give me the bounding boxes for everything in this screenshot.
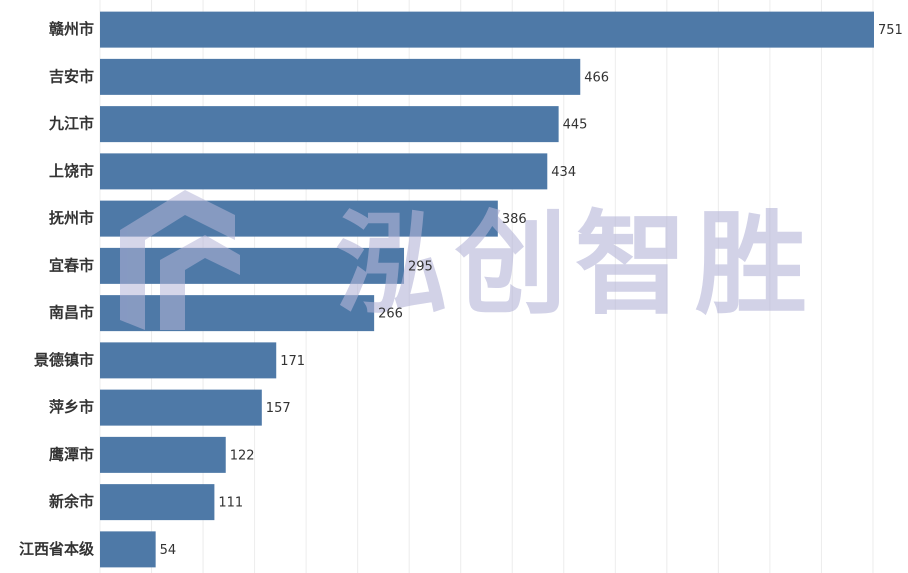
value-label: 266 bbox=[378, 307, 403, 322]
watermark: 泓创智胜 bbox=[335, 200, 815, 330]
category-label: 江西省本级 bbox=[19, 540, 95, 558]
category-label: 新余市 bbox=[49, 493, 94, 511]
value-label: 157 bbox=[266, 401, 291, 416]
value-label: 111 bbox=[218, 496, 243, 511]
category-label: 萍乡市 bbox=[49, 398, 94, 416]
value-label: 171 bbox=[280, 354, 305, 369]
category-label: 南昌市 bbox=[49, 304, 94, 322]
value-label: 122 bbox=[230, 448, 255, 463]
category-label: 宜春市 bbox=[49, 256, 94, 274]
bar bbox=[100, 531, 156, 568]
category-label: 九江市 bbox=[48, 115, 94, 133]
bar bbox=[100, 247, 405, 284]
category-label: 抚州市 bbox=[49, 209, 94, 227]
bar bbox=[100, 11, 874, 48]
bar bbox=[100, 342, 277, 379]
bar bbox=[100, 58, 581, 95]
category-label: 鹰潭市 bbox=[49, 445, 94, 463]
value-label: 434 bbox=[551, 165, 576, 180]
bar bbox=[100, 389, 262, 426]
watermark-logo bbox=[120, 190, 240, 330]
grid bbox=[99, 0, 874, 573]
bar bbox=[100, 436, 226, 473]
bar bbox=[100, 295, 375, 332]
labels: 赣州市 751 吉安市 466 九江市 445 上饶市 434 抚州市 386 宜春市 295 南昌市 2… bbox=[19, 20, 903, 558]
bar bbox=[100, 153, 548, 190]
bar bbox=[100, 484, 215, 521]
bar bbox=[100, 106, 559, 143]
value-label: 466 bbox=[584, 70, 609, 85]
value-label: 54 bbox=[160, 543, 177, 558]
category-label: 景德镇市 bbox=[34, 351, 94, 369]
value-label: 751 bbox=[878, 23, 903, 38]
category-label: 赣州市 bbox=[49, 20, 94, 38]
category-label: 上饶市 bbox=[49, 162, 94, 180]
value-label: 295 bbox=[408, 259, 433, 274]
value-label: 386 bbox=[502, 212, 527, 227]
bars bbox=[100, 11, 874, 568]
category-label: 吉安市 bbox=[49, 67, 94, 85]
value-label: 445 bbox=[563, 118, 588, 133]
